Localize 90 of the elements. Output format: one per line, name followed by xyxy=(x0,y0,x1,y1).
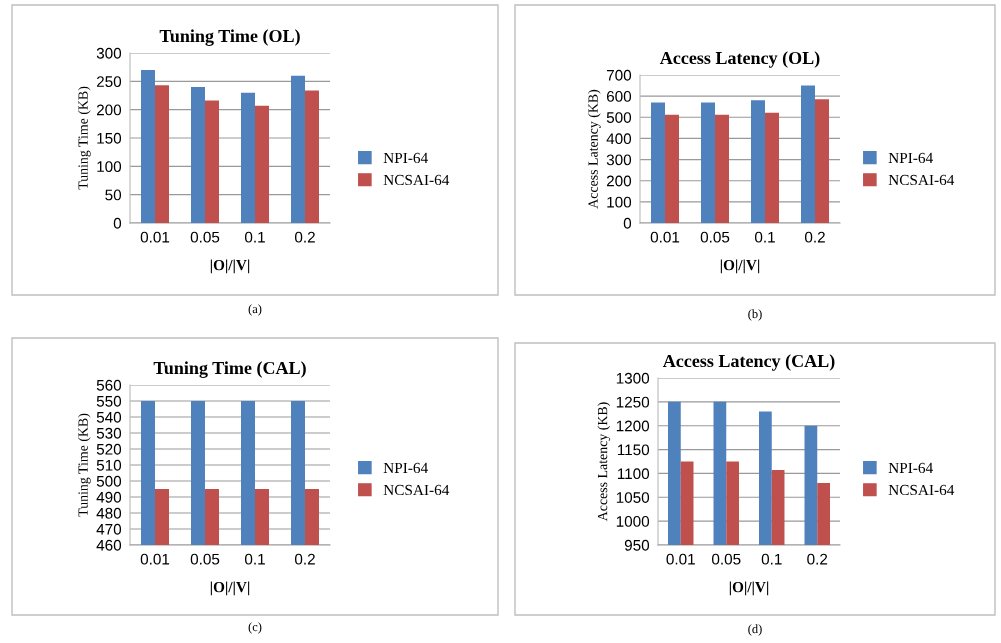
y-tick-label: 540 xyxy=(96,411,122,423)
legend-label: NPI-64 xyxy=(383,462,428,474)
bar xyxy=(155,85,169,223)
y-tick-label: 1250 xyxy=(616,396,650,408)
y-tick-label: 0 xyxy=(623,217,632,229)
y-tick-label: 560 xyxy=(96,379,122,391)
x-tick-label: 0.1 xyxy=(761,553,782,565)
text: (a) xyxy=(248,304,262,316)
legend-label: NCSAI-64 xyxy=(888,484,955,496)
y-tick-label: 460 xyxy=(96,539,122,551)
y-tick-label: 500 xyxy=(606,112,632,123)
y-axis-title: Tuning Time (KB) xyxy=(77,413,91,517)
y-tick-label: 50 xyxy=(105,189,122,201)
y-tick-label: 490 xyxy=(96,491,122,503)
x-axis-title: |O|/|V| xyxy=(720,259,760,274)
x-tick-label: 0.05 xyxy=(190,231,220,243)
text: (d) xyxy=(748,624,762,636)
chart-title: Access Latency (CAL) xyxy=(662,354,835,371)
y-tick-label: 0 xyxy=(113,217,122,229)
y-tick-label: 200 xyxy=(96,104,122,116)
legend-label: NCSAI-64 xyxy=(888,174,955,186)
x-tick-label: 0.01 xyxy=(650,231,680,243)
y-tick-label: 1300 xyxy=(616,372,650,384)
y-tick-label: 700 xyxy=(606,69,632,81)
chart-title: Access Latency (OL) xyxy=(659,51,820,68)
bar xyxy=(291,75,305,223)
x-axis-title: |O|/|V| xyxy=(210,581,250,596)
x-tick-label: 0.01 xyxy=(140,231,170,243)
y-tick-label: 400 xyxy=(606,133,632,145)
y-tick-label: 1000 xyxy=(616,516,650,527)
bar xyxy=(241,92,255,223)
x-tick-label: 0.1 xyxy=(244,553,265,565)
y-tick-label: 1100 xyxy=(617,468,650,480)
legend-label: NCSAI-64 xyxy=(383,174,450,186)
legend-label: NPI-64 xyxy=(888,462,933,474)
x-axis-title: |O|/|V| xyxy=(210,259,250,274)
legend-label: NCSAI-64 xyxy=(383,484,450,496)
x-tick-label: 0.01 xyxy=(140,553,170,565)
x-tick-label: 0.05 xyxy=(190,553,220,565)
bar xyxy=(665,114,679,223)
y-axis-title: Access Latency (KB) xyxy=(587,89,601,209)
y-tick-label: 250 xyxy=(96,76,122,88)
y-tick-label: 100 xyxy=(97,161,122,173)
y-tick-label: 950 xyxy=(624,539,650,551)
bar xyxy=(191,87,205,223)
bar xyxy=(715,114,729,223)
bar xyxy=(205,100,219,223)
y-axis-title: Access Latency (KB) xyxy=(597,402,611,522)
y-tick-label: 520 xyxy=(96,443,122,455)
y-tick-label: 600 xyxy=(606,91,632,102)
bar xyxy=(765,112,779,223)
bar xyxy=(651,102,665,223)
x-tick-label: 0.1 xyxy=(754,231,775,243)
x-tick-label: 0.2 xyxy=(804,231,825,243)
bar xyxy=(305,90,319,223)
y-tick-label: 1050 xyxy=(616,492,650,503)
legend-label: NPI-64 xyxy=(888,152,933,164)
y-tick-label: 1200 xyxy=(616,420,650,432)
y-tick-label: 1150 xyxy=(617,444,650,456)
x-tick-label: 0.2 xyxy=(294,231,315,243)
text: (b) xyxy=(748,309,762,321)
y-tick-label: 510 xyxy=(96,459,122,471)
x-axis-title: |O|/|V| xyxy=(729,581,769,596)
bar xyxy=(815,99,829,223)
x-tick-label: 0.01 xyxy=(666,553,695,565)
chart-title: Tuning Time (CAL) xyxy=(153,361,306,378)
y-tick-label: 300 xyxy=(96,47,122,59)
bar xyxy=(751,100,765,223)
x-tick-label: 0.2 xyxy=(807,553,828,565)
y-tick-label: 150 xyxy=(97,132,122,144)
y-tick-label: 470 xyxy=(96,523,122,535)
bar xyxy=(801,85,815,223)
y-tick-label: 480 xyxy=(96,507,122,519)
chart-title: Tuning Time (OL) xyxy=(159,29,300,46)
y-tick-label: 300 xyxy=(606,154,632,166)
x-tick-label: 0.05 xyxy=(711,553,741,565)
y-axis-title: Tuning Time (KB) xyxy=(77,86,91,190)
y-tick-label: 550 xyxy=(96,395,122,407)
y-tick-label: 500 xyxy=(96,475,122,487)
y-tick-label: 200 xyxy=(606,175,632,187)
x-tick-label: 0.1 xyxy=(244,231,265,243)
bar xyxy=(255,105,269,223)
bar xyxy=(141,70,155,223)
x-tick-label: 0.2 xyxy=(294,553,315,565)
y-tick-label: 530 xyxy=(96,427,122,439)
bar xyxy=(701,102,715,223)
legend-label: NPI-64 xyxy=(383,152,428,164)
x-tick-label: 0.05 xyxy=(700,231,730,243)
y-tick-label: 100 xyxy=(607,196,632,208)
text: (c) xyxy=(248,622,262,634)
